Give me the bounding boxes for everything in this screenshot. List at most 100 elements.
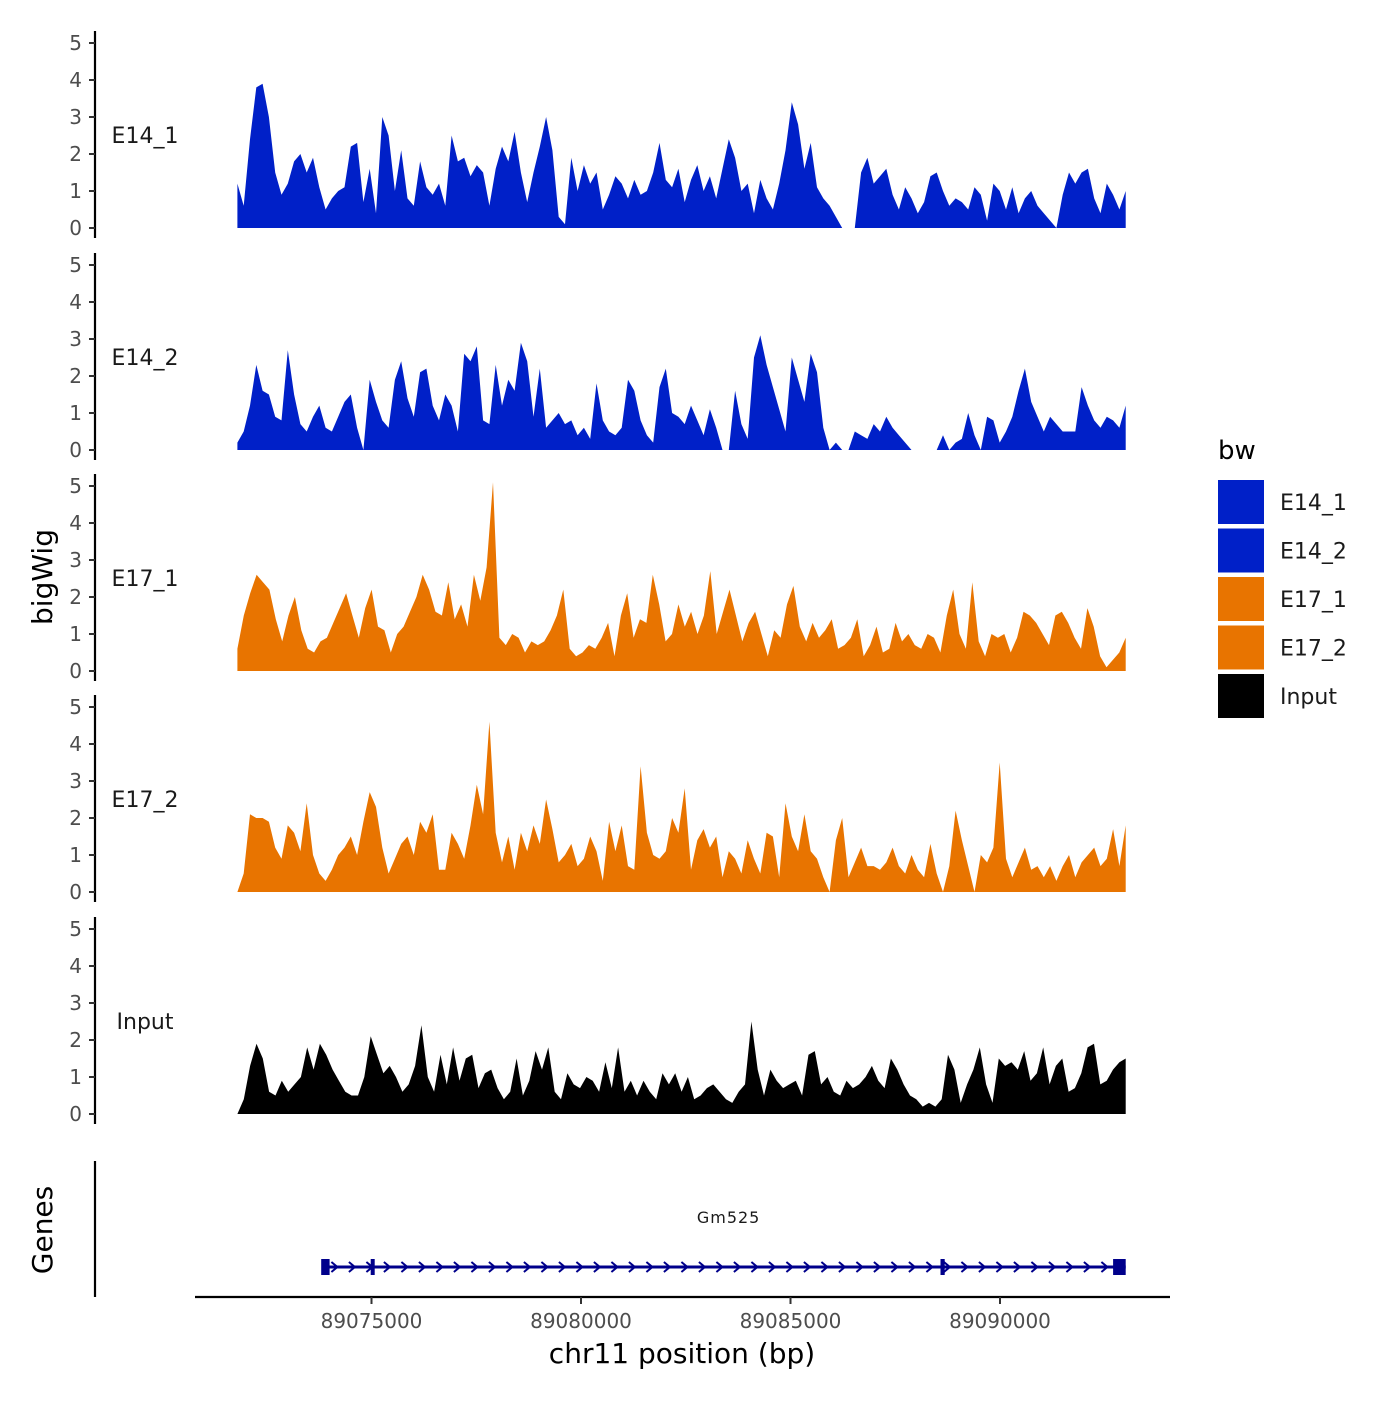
- y-tick-label: 1: [69, 843, 82, 867]
- strand-arrow: [628, 1261, 637, 1273]
- legend-label: Input: [1280, 685, 1337, 710]
- track-label: E14_1: [112, 124, 179, 149]
- strand-arrow: [1065, 1261, 1074, 1273]
- coverage-area: [237, 1021, 1126, 1114]
- strand-arrow: [978, 1261, 987, 1273]
- legend-key: [1218, 528, 1264, 573]
- track-label: E17_1: [112, 567, 179, 592]
- strand-arrow: [575, 1261, 584, 1273]
- strand-arrow: [1013, 1261, 1022, 1273]
- strand-arrow: [435, 1261, 444, 1273]
- y-tick-label: 5: [69, 917, 82, 941]
- strand-arrow: [453, 1261, 462, 1273]
- legend-label: E17_2: [1280, 637, 1347, 662]
- y-tick-label: 4: [69, 732, 82, 756]
- legend-key: [1218, 577, 1264, 621]
- track-input: 0 1 2 3 4 5 Input: [69, 917, 1126, 1126]
- strand-arrow: [698, 1261, 707, 1273]
- coverage-area: [237, 721, 1126, 892]
- legend-key: [1218, 674, 1264, 718]
- coverage-area: [237, 482, 1126, 671]
- strand-arrow: [470, 1261, 479, 1273]
- strand-arrow: [733, 1261, 742, 1273]
- y-tick-label: 5: [69, 253, 82, 277]
- strand-arrow: [943, 1261, 952, 1273]
- y-axis-title: bigWig: [26, 529, 59, 625]
- genes-panel: Gm525: [93, 1161, 1126, 1297]
- strand-arrow: [768, 1261, 777, 1273]
- y-tick-label: 3: [69, 991, 82, 1015]
- coverage-area: [237, 335, 1126, 450]
- exon: [370, 1259, 375, 1275]
- strand-arrow: [1083, 1261, 1092, 1273]
- x-tick-label: 89090000: [949, 1309, 1051, 1333]
- strand-arrow: [820, 1261, 829, 1273]
- strand-arrow: [890, 1261, 899, 1273]
- track-e14-2: 0 1 2 3 4 5 E14_2: [69, 253, 1126, 462]
- strand-arrow: [715, 1261, 724, 1273]
- strand-arrow: [330, 1261, 339, 1273]
- y-tick-label: 1: [69, 401, 82, 425]
- y-tick-label: 2: [69, 142, 82, 166]
- strand-arrow: [1030, 1261, 1039, 1273]
- x-tick-label: 89080000: [530, 1309, 632, 1333]
- strand-arrow: [855, 1261, 864, 1273]
- x-tick-label: 89075000: [321, 1309, 423, 1333]
- y-tick-label: 4: [69, 68, 82, 92]
- y-tick-label: 2: [69, 364, 82, 388]
- y-tick-label: 5: [69, 31, 82, 55]
- strand-arrow: [400, 1261, 409, 1273]
- y-tick-label: 5: [69, 695, 82, 719]
- legend-title: bw: [1218, 436, 1256, 466]
- strand-arrow: [540, 1261, 549, 1273]
- legend: bw E14_1 E14_2 E17_1 E17_2 Input: [1218, 436, 1347, 718]
- strand-arrow: [803, 1261, 812, 1273]
- track-label: Input: [117, 1010, 174, 1035]
- exon: [321, 1259, 330, 1275]
- strand-arrow: [418, 1261, 427, 1273]
- track-e14-1: 0 1 2 3 4 5 E14_1: [69, 31, 1126, 240]
- track-e17-2: 0 1 2 3 4 5 E17_2: [69, 695, 1126, 904]
- y-tick-label: 2: [69, 585, 82, 609]
- strand-arrow: [873, 1261, 882, 1273]
- x-tick-label: 89085000: [740, 1309, 842, 1333]
- y-tick-label: 5: [69, 474, 82, 498]
- strand-arrow: [785, 1261, 794, 1273]
- tracks-layer: 0 1 2 3 4 5 E14_1 0 1 2 3 4 5 E14_2 0 1 2 3 4 5 E17_1 0 1 2 3 4 5 E…: [69, 31, 1126, 1126]
- strand-arrow: [1048, 1261, 1057, 1273]
- coverage-area: [237, 83, 1126, 228]
- strand-arrow: [523, 1261, 532, 1273]
- y-tick-label: 4: [69, 511, 82, 535]
- exon: [1113, 1259, 1126, 1275]
- strand-arrow: [995, 1261, 1004, 1273]
- strand-arrow: [663, 1261, 672, 1273]
- strand-arrow: [750, 1261, 759, 1273]
- y-tick-label: 0: [69, 1102, 82, 1126]
- y-tick-label: 2: [69, 1028, 82, 1052]
- strand-arrow: [680, 1261, 689, 1273]
- y-tick-label: 1: [69, 179, 82, 203]
- strand-arrow: [593, 1261, 602, 1273]
- track-label: E17_2: [112, 788, 179, 813]
- y-tick-label: 1: [69, 622, 82, 646]
- track-label: E14_2: [112, 346, 179, 371]
- track-e17-1: 0 1 2 3 4 5 E17_1: [69, 474, 1126, 683]
- legend-key: [1218, 625, 1264, 670]
- gene-label: Gm525: [697, 1208, 761, 1227]
- y-tick-label: 3: [69, 548, 82, 572]
- y-tick-label: 2: [69, 806, 82, 830]
- legend-label: E14_1: [1280, 491, 1347, 516]
- y-tick-label: 0: [69, 659, 82, 683]
- legend-key: [1218, 480, 1264, 524]
- y-tick-label: 3: [69, 105, 82, 129]
- strand-arrow: [838, 1261, 847, 1273]
- strand-arrow: [925, 1261, 934, 1273]
- y-tick-label: 3: [69, 327, 82, 351]
- legend-label: E14_2: [1280, 540, 1347, 565]
- strand-arrow: [908, 1261, 917, 1273]
- y-tick-label: 0: [69, 438, 82, 462]
- strand-arrow: [960, 1261, 969, 1273]
- y-tick-label: 3: [69, 769, 82, 793]
- strand-arrow: [505, 1261, 514, 1273]
